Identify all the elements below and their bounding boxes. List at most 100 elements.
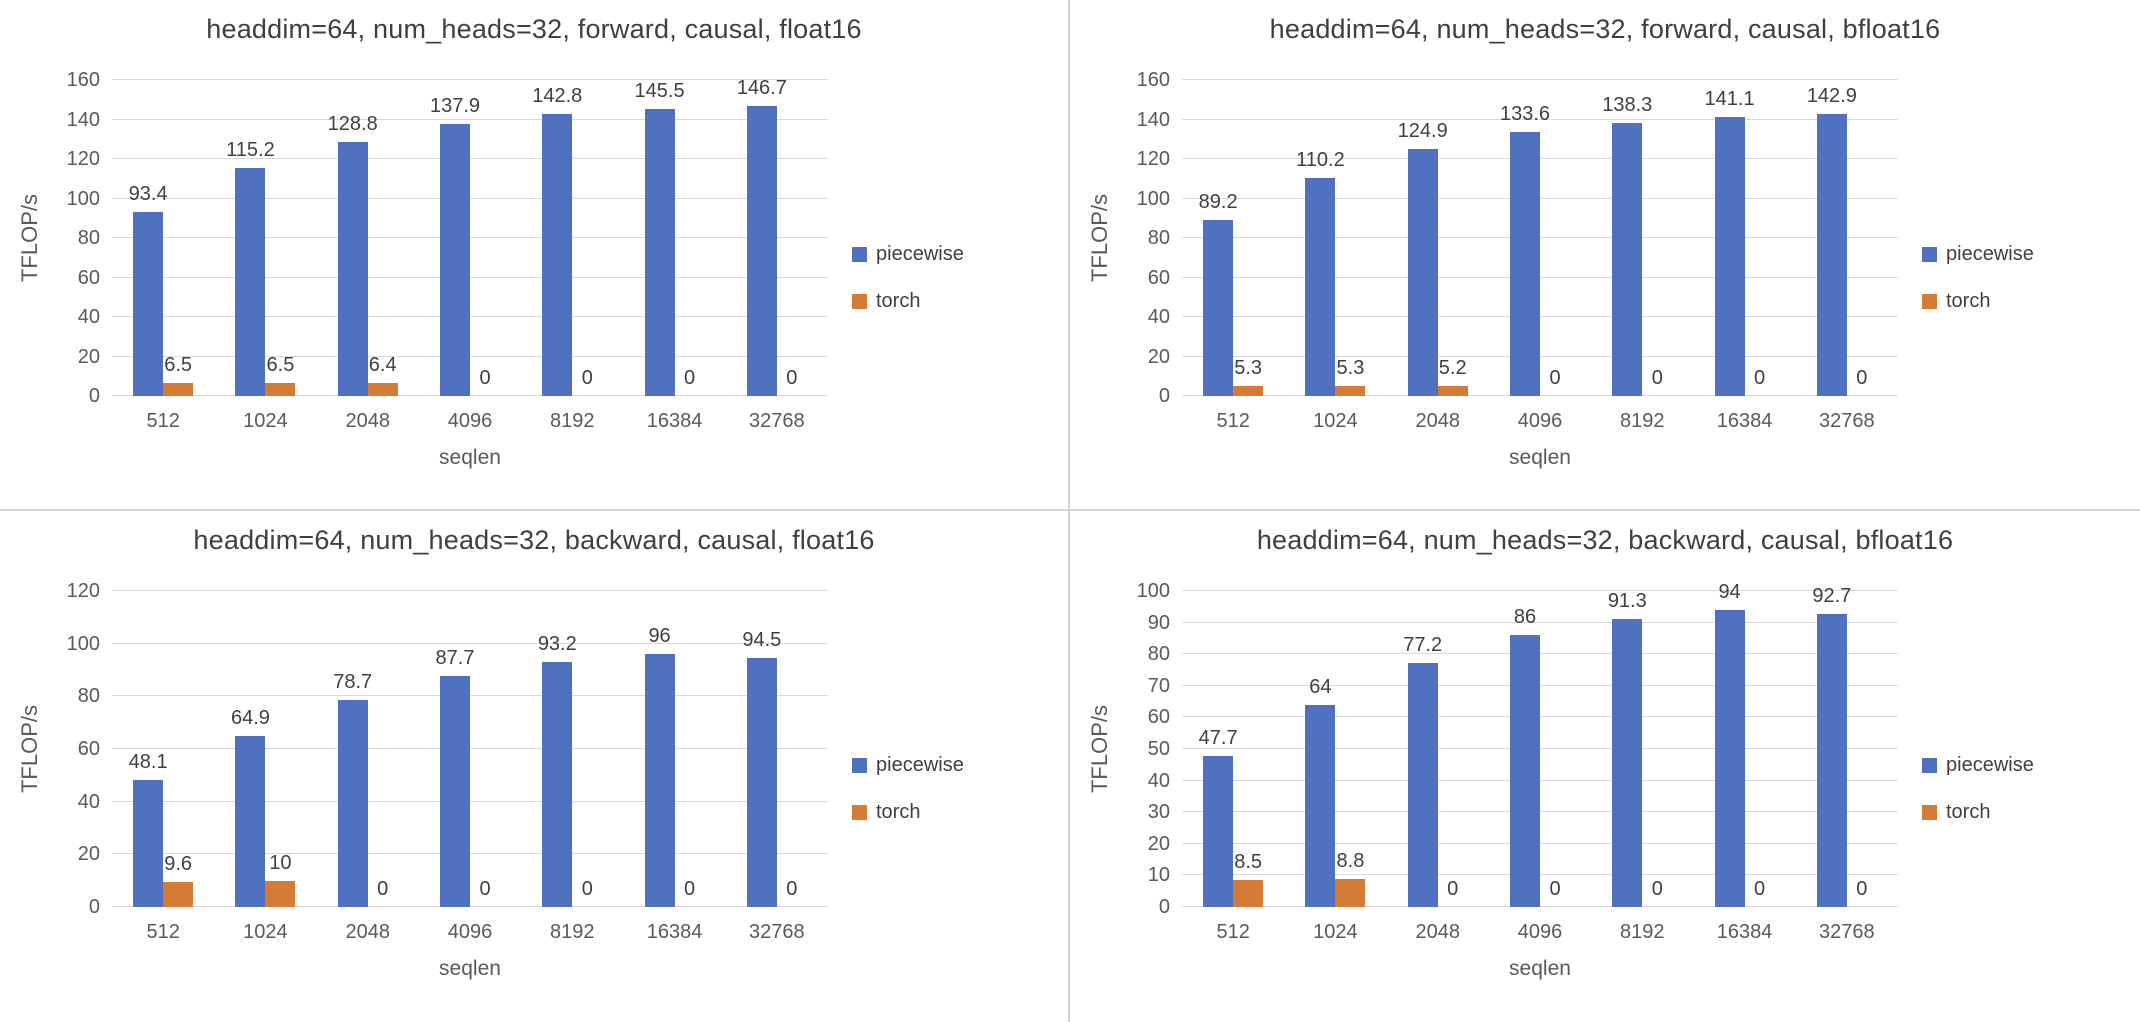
y-tick-label: 100 <box>66 187 100 210</box>
bar-value-label: 0 <box>581 367 593 389</box>
y-tick-label: 120 <box>66 580 100 602</box>
legend-label: torch <box>876 801 921 823</box>
bar-value-label: 0 <box>1651 878 1663 900</box>
gridline <box>112 395 828 396</box>
x-category-label: 512 <box>146 921 180 943</box>
bar-value-label: 10 <box>269 851 292 874</box>
bar-piecewise <box>337 141 368 396</box>
gridline <box>112 590 828 591</box>
x-category-label: 4096 <box>1517 410 1563 432</box>
bar-piecewise <box>440 123 470 396</box>
bar-value-label: 0 <box>1549 878 1561 900</box>
bar-piecewise <box>1612 122 1643 396</box>
bar-value-label: 96 <box>648 625 671 648</box>
legend-swatch-icon <box>852 758 867 773</box>
legend-swatch-icon <box>852 247 867 262</box>
bar-torch <box>1233 385 1264 396</box>
bar-value-label: 9.6 <box>164 852 193 875</box>
bar-piecewise <box>542 113 573 396</box>
bar-value-label: 6.5 <box>266 354 295 377</box>
bar-value-label: 91.3 <box>1607 589 1647 612</box>
bar-value-label: 92.7 <box>1812 585 1852 608</box>
chart-forward-bfloat16: headdim=64, num_heads=32, forward, causa… <box>1070 0 2140 511</box>
plot-area: seqlen 0 20 40 60 80 100 120 512 48.1 9.6 1024 64.9… <box>67 580 828 980</box>
bar-piecewise <box>1510 635 1540 907</box>
gridline <box>112 642 828 644</box>
legend-label: piecewise <box>876 754 964 776</box>
y-tick-label: 20 <box>1147 832 1170 855</box>
x-category-label: 512 <box>1216 410 1250 432</box>
gridline <box>1182 811 1898 813</box>
gridline <box>1182 684 1898 686</box>
bar-piecewise <box>542 661 573 907</box>
bar-value-label: 146.7 <box>736 77 787 100</box>
chart-backward-float16: headdim=64, num_heads=32, backward, caus… <box>0 511 1070 1022</box>
bar-piecewise <box>1203 756 1234 907</box>
bar-value-label: 93.4 <box>128 182 168 205</box>
bar-piecewise <box>440 676 470 907</box>
gridline <box>112 118 828 120</box>
y-tick-label: 20 <box>1147 345 1170 368</box>
gridline <box>1182 748 1898 749</box>
chart-backward-bfloat16: headdim=64, num_heads=32, backward, caus… <box>1070 511 2140 1022</box>
bar-value-label: 0 <box>1754 367 1766 389</box>
bar-piecewise <box>1407 149 1438 396</box>
bar-piecewise <box>1816 113 1847 396</box>
bar-value-label: 5.2 <box>1438 356 1467 379</box>
legend-label: piecewise <box>1946 243 2034 265</box>
x-axis-title: seqlen <box>1509 446 1571 469</box>
x-category-label: 8192 <box>1620 410 1665 432</box>
bar-torch <box>1335 385 1366 396</box>
x-category-label: 2048 <box>1415 921 1460 943</box>
y-tick-label: 0 <box>88 385 100 407</box>
bar-piecewise <box>746 658 777 907</box>
gridline <box>1182 621 1898 623</box>
chart-title: headdim=64, num_heads=32, forward, causa… <box>1269 14 1941 44</box>
bar-value-label: 8.8 <box>1336 850 1365 873</box>
bar-piecewise <box>1407 663 1438 907</box>
gridline <box>1182 316 1898 317</box>
gridline <box>112 197 828 199</box>
x-category-label: 16384 <box>646 921 703 943</box>
y-tick-label: 90 <box>1147 611 1170 634</box>
bar-value-label: 0 <box>1754 878 1766 900</box>
gridline <box>112 906 828 907</box>
bar-value-label: 0 <box>377 878 389 900</box>
gridline <box>112 79 828 80</box>
y-tick-label: 100 <box>1136 187 1170 210</box>
x-category-label: 32768 <box>749 921 805 943</box>
bar-value-label: 0 <box>786 878 798 900</box>
legend-swatch-icon <box>852 294 867 309</box>
bar-torch <box>1335 879 1366 907</box>
bar-torch <box>163 881 194 907</box>
bar-value-label: 145.5 <box>634 79 685 102</box>
plot-area: seqlen 0 20 40 60 80 100 120 140 160 512 89.2 5.3 10… <box>1137 69 1898 469</box>
legend-item-piecewise: piecewise <box>852 243 964 266</box>
bar-piecewise <box>1714 117 1745 396</box>
bar-value-label: 141.1 <box>1704 88 1755 111</box>
y-tick-label: 100 <box>1136 580 1170 602</box>
bar-piecewise <box>1305 704 1336 907</box>
x-category-label: 2048 <box>345 410 390 432</box>
bar-piecewise <box>337 699 368 907</box>
legend-item-torch: torch <box>852 801 964 824</box>
y-tick-label: 10 <box>1147 864 1170 887</box>
gridline <box>1182 118 1898 120</box>
bar-value-label: 6.4 <box>368 354 397 377</box>
y-tick-label: 0 <box>88 896 100 918</box>
legend: piecewise torch <box>1922 754 2034 824</box>
gridline <box>112 158 828 159</box>
bar-value-label: 142.9 <box>1806 84 1857 107</box>
gridline <box>1182 355 1898 357</box>
x-category-label: 2048 <box>1415 410 1460 432</box>
chart-title: headdim=64, num_heads=32, backward, caus… <box>193 525 875 555</box>
bar-value-label: 0 <box>786 367 798 389</box>
bar-value-label: 94 <box>1718 580 1741 603</box>
bar-value-label: 128.8 <box>327 112 378 135</box>
y-tick-label: 40 <box>77 790 100 813</box>
bar-torch <box>265 880 296 907</box>
chart-title: headdim=64, num_heads=32, backward, caus… <box>1256 525 1954 555</box>
chart-title: headdim=64, num_heads=32, forward, causa… <box>206 14 862 44</box>
gridline <box>1182 276 1898 278</box>
legend-item-piecewise: piecewise <box>1922 243 2034 266</box>
